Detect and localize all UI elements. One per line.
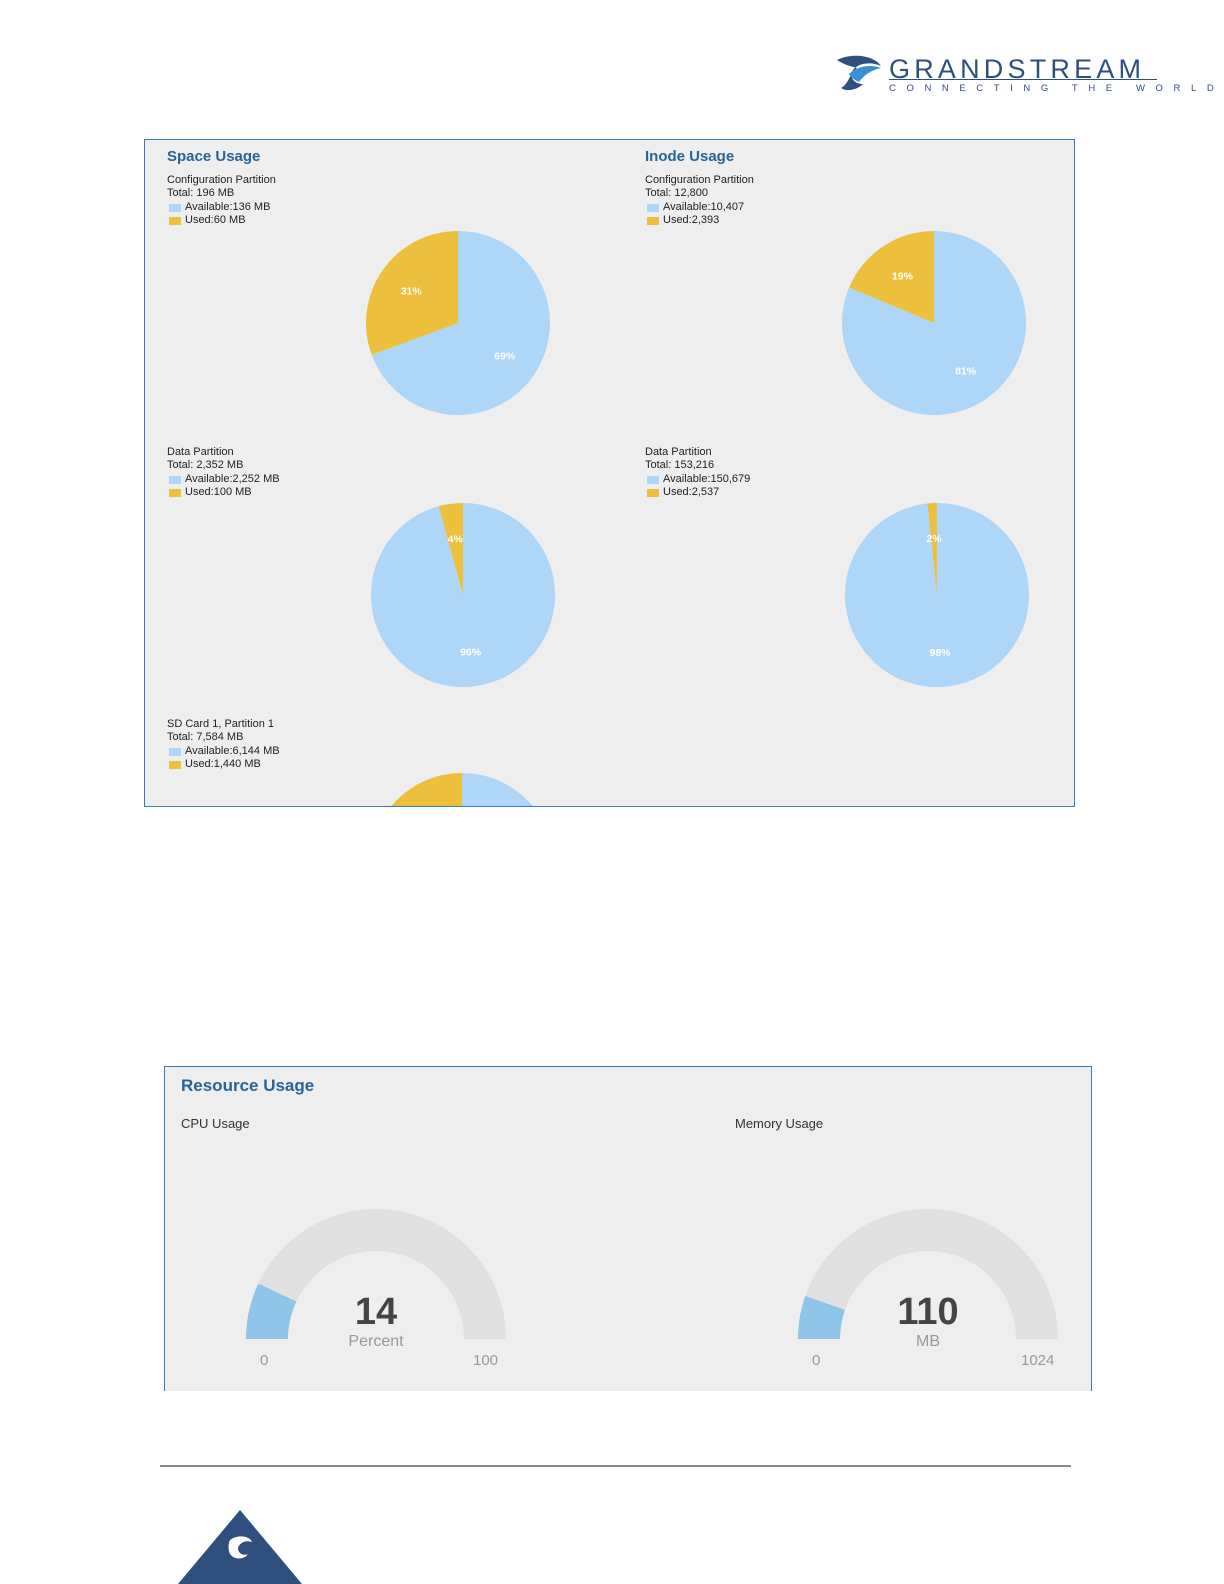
legend-available-label: Available:6,144 MB	[185, 744, 280, 757]
legend-available-swatch	[169, 475, 181, 484]
partition-total: Total: 7,584 MB	[167, 731, 244, 744]
partition-name: Data Partition	[645, 446, 712, 458]
memory-usage-label: Memory Usage	[735, 1116, 824, 1131]
legend-used-swatch	[169, 760, 181, 769]
legend-used-swatch	[169, 216, 181, 225]
memory-gauge-max: 1024	[1021, 1352, 1055, 1369]
pie-label-used: 2%	[926, 533, 942, 545]
partition-total: Total: 2,352 MB	[167, 459, 244, 472]
partition-total: Total: 12,800	[645, 187, 708, 200]
memory-gauge-value: 110	[897, 1291, 959, 1333]
grandstream-swoosh-icon	[837, 55, 881, 91]
brand-tagline: CONNECTING THE WORLD	[889, 83, 1224, 94]
pie-label-available: 96%	[460, 647, 482, 659]
pie-slice-used	[391, 773, 462, 806]
space-config-info: Configuration Partition Total: 196 MB Av…	[167, 174, 276, 228]
pie-label-available: 98%	[929, 647, 951, 659]
footer-logo-icon	[178, 1510, 302, 1584]
partition-name: Data Partition	[167, 446, 234, 458]
partition-name: Configuration Partition	[167, 174, 276, 186]
partition-total: Total: 153,216	[645, 459, 715, 472]
legend-used-label: Used:1,440 MB	[185, 758, 261, 771]
pie-slice-used	[849, 231, 934, 323]
brand-rule	[889, 79, 1157, 80]
legend-available: Available:10,407	[645, 201, 754, 214]
legend-available-label: Available:10,407	[663, 200, 745, 213]
memory-gauge-min: 0	[812, 1352, 821, 1369]
pie-slice-available	[841, 231, 1026, 415]
pie-slice-available	[370, 503, 555, 687]
footer-divider	[160, 1465, 1071, 1467]
storage-usage-panel: Space Usage Inode Usage Configuration Pa…	[144, 139, 1075, 807]
pie-slice-used	[927, 503, 937, 595]
cpu-gauge	[246, 1209, 506, 1339]
pie-slice-used	[438, 503, 463, 595]
legend-available-swatch	[169, 747, 181, 756]
legend-available: Available:136 MB	[167, 201, 276, 214]
legend-used-label: Used:2,537	[663, 486, 720, 499]
legend-available: Available:150,679	[645, 473, 750, 486]
gauge-fill	[798, 1295, 845, 1339]
legend-available-label: Available:136 MB	[185, 200, 271, 213]
legend-used-swatch	[647, 216, 659, 225]
space-config-pie: 69% 31%	[366, 231, 551, 415]
space-sd-info: SD Card 1, Partition 1 Total: 7,584 MB A…	[167, 718, 280, 772]
legend-available-swatch	[647, 203, 659, 212]
pie-label-available: 69%	[494, 351, 516, 363]
memory-gauge-unit: MB	[916, 1333, 940, 1350]
resource-usage-title: Resource Usage	[181, 1076, 315, 1095]
legend-available-label: Available:150,679	[663, 472, 751, 485]
space-usage-title: Space Usage	[167, 148, 261, 165]
cpu-gauge-min: 0	[260, 1352, 269, 1369]
inode-data-pie: 98% 2%	[845, 503, 1030, 687]
cpu-gauge-unit: Percent	[348, 1333, 404, 1350]
partition-total: Total: 196 MB	[167, 187, 235, 200]
pie-label-used: 31%	[401, 285, 423, 297]
legend-used: Used:60 MB	[167, 214, 276, 227]
partition-name: Configuration Partition	[645, 174, 754, 186]
pie-label-used: 19%	[892, 271, 914, 283]
cpu-usage-label: CPU Usage	[181, 1116, 250, 1131]
pie-slice-available	[462, 773, 533, 806]
legend-used-label: Used:2,393	[663, 214, 720, 227]
brand-name: GRANDSTREAM	[889, 54, 1146, 84]
inode-config-pie: 81% 19%	[841, 231, 1026, 415]
cpu-gauge-max: 100	[473, 1352, 499, 1369]
partition-name: SD Card 1, Partition 1	[167, 718, 274, 730]
legend-available-label: Available:2,252 MB	[185, 472, 280, 485]
legend-used-swatch	[647, 488, 659, 497]
grandstream-logo: GRANDSTREAM CONNECTING THE WORLD	[835, 52, 1214, 98]
space-data-info: Data Partition Total: 2,352 MB Available…	[167, 446, 280, 500]
inode-data-info: Data Partition Total: 153,216 Available:…	[645, 446, 750, 500]
legend-used-swatch	[169, 488, 181, 497]
resource-usage-panel: Resource Usage CPU Usage Memory Usage 14…	[164, 1066, 1092, 1391]
gauge-track	[246, 1209, 506, 1339]
pie-slice-used	[366, 231, 458, 355]
space-sd-pie	[391, 773, 533, 806]
pie-label-available: 81%	[955, 366, 977, 378]
inode-usage-title: Inode Usage	[645, 148, 735, 165]
gauge-fill	[246, 1283, 297, 1339]
pie-slice-available	[371, 231, 551, 415]
legend-used-label: Used:60 MB	[185, 214, 246, 227]
gauge-track	[798, 1209, 1058, 1339]
legend-available-swatch	[647, 475, 659, 484]
legend-used: Used:100 MB	[167, 486, 280, 499]
space-data-pie: 96% 4%	[370, 503, 555, 687]
pie-label-used: 4%	[448, 534, 464, 546]
legend-available: Available:2,252 MB	[167, 473, 280, 486]
legend-used: Used:1,440 MB	[167, 758, 280, 771]
legend-available: Available:6,144 MB	[167, 745, 280, 758]
legend-used: Used:2,393	[645, 214, 754, 227]
legend-available-swatch	[169, 203, 181, 212]
cpu-gauge-value: 14	[354, 1291, 398, 1333]
memory-gauge	[798, 1209, 1058, 1339]
legend-used: Used:2,537	[645, 486, 750, 499]
inode-config-info: Configuration Partition Total: 12,800 Av…	[645, 174, 754, 228]
pie-slice-available	[845, 503, 1030, 687]
legend-used-label: Used:100 MB	[185, 486, 252, 499]
